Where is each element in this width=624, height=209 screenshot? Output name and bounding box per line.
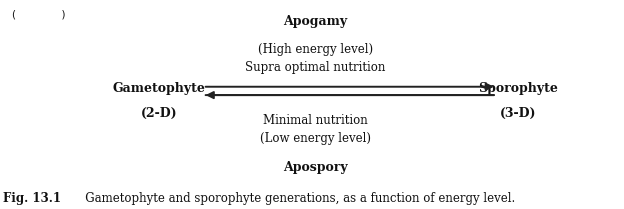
- Text: (High energy level)
Supra optimal nutrition: (High energy level) Supra optimal nutrit…: [245, 43, 385, 74]
- Text: Fig. 13.1: Fig. 13.1: [3, 192, 61, 205]
- Text: (2-D): (2-D): [141, 107, 177, 120]
- Text: Gametophyte and sporophyte generations, as a function of energy level.: Gametophyte and sporophyte generations, …: [74, 192, 515, 205]
- Text: Apogamy: Apogamy: [283, 15, 347, 28]
- Text: (              ): ( ): [12, 10, 66, 20]
- Text: Minimal nutrition
(Low energy level): Minimal nutrition (Low energy level): [260, 114, 371, 145]
- Text: Gametophyte: Gametophyte: [113, 82, 205, 95]
- Text: (3-D): (3-D): [500, 107, 536, 120]
- Text: Apospory: Apospory: [283, 161, 348, 174]
- Text: Sporophyte: Sporophyte: [478, 82, 558, 95]
